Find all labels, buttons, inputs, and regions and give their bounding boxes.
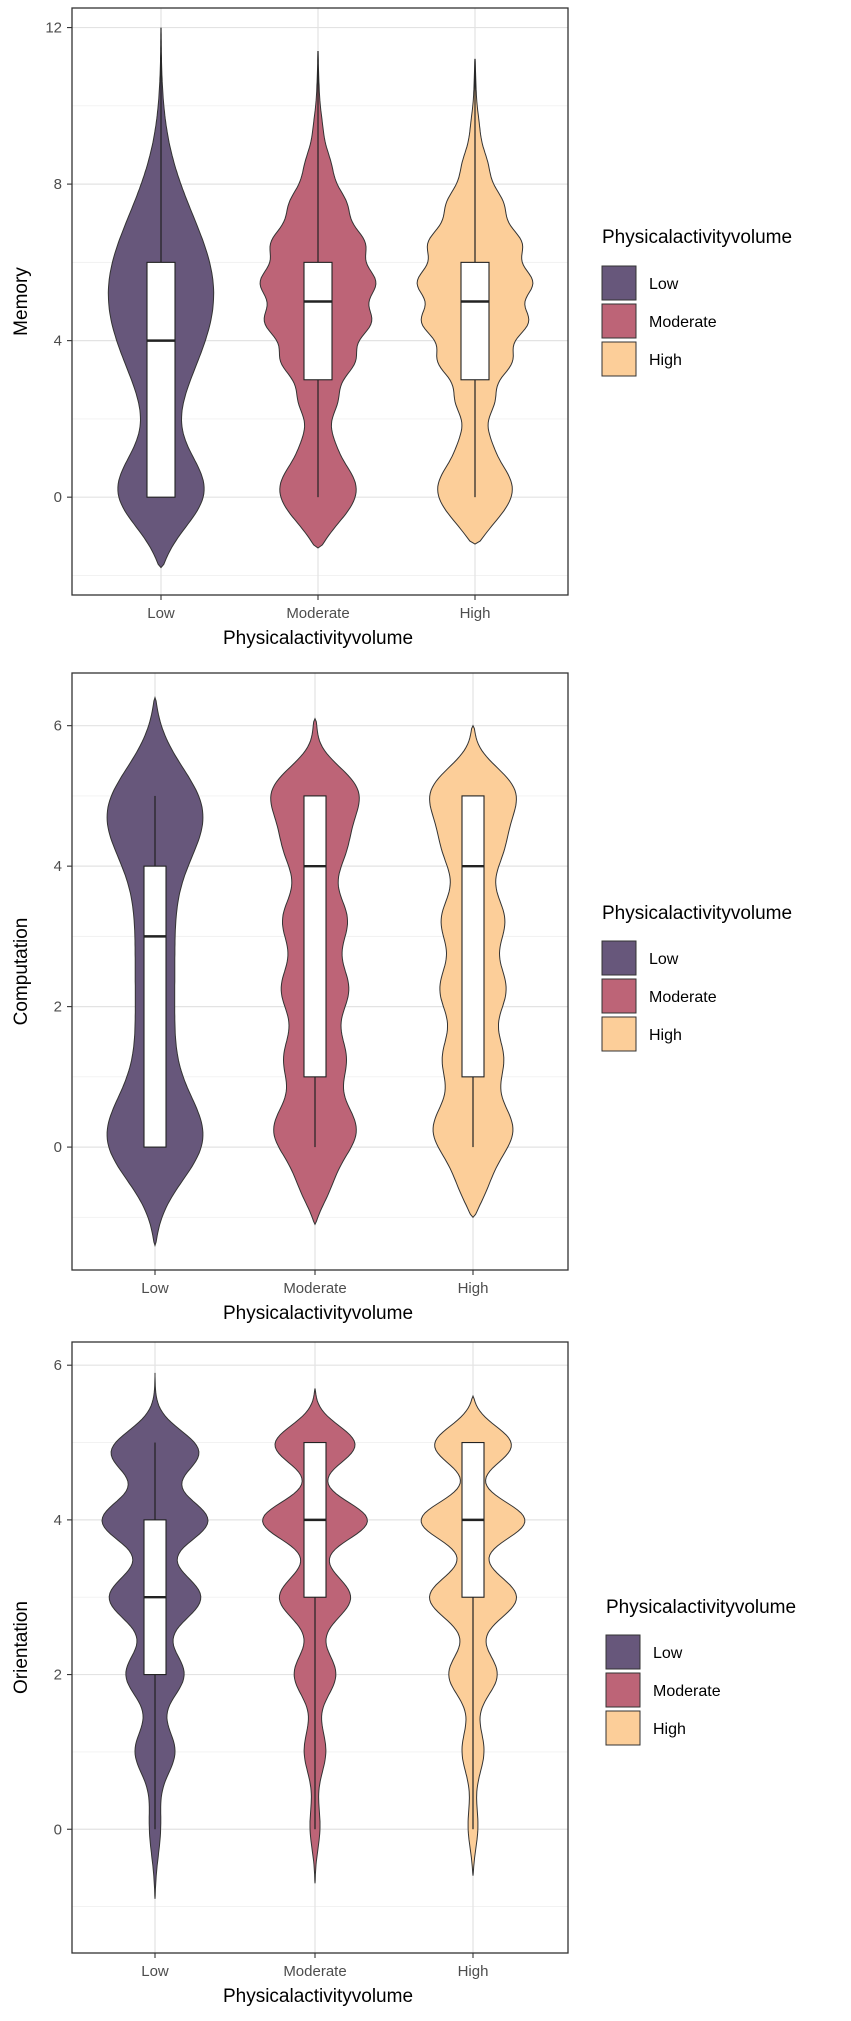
legend-label-moderate: Moderate (653, 1683, 721, 1700)
legend-label-low: Low (649, 276, 679, 293)
legend-swatch-moderate (601, 978, 637, 1014)
x-tick-label: Moderate (283, 1280, 346, 1297)
box-high (460, 261, 490, 381)
y-tick-label: 6 (54, 1357, 62, 1374)
box-low (146, 261, 176, 498)
computation-panel: 0 2 4 6 Low Moderate High Physicalactivityvolum… (0, 665, 851, 1332)
legend-swatch-high (605, 1710, 641, 1746)
legend-swatch-low (605, 1634, 641, 1670)
x-axis-title: Physicalactivityvolume (223, 1303, 413, 1324)
x-tick-label: Low (141, 1280, 169, 1297)
x-axis-title: Physicalactivityvolume (223, 1986, 413, 2007)
legend-title: Physicalactivityvolume (606, 1597, 796, 1618)
legend-label-high: High (649, 1027, 682, 1044)
legend-swatch-high (601, 341, 637, 377)
y-tick-label: 4 (54, 858, 62, 875)
memory-panel: 0 4 8 12 Low Moderate High Physicalactivityvolu… (0, 0, 851, 660)
x-tick-label: Low (141, 1963, 169, 1980)
legend-label-high: High (649, 352, 682, 369)
box-moderate (303, 261, 333, 381)
legend-swatch-low (601, 940, 637, 976)
legend-swatch-moderate (605, 1672, 641, 1708)
y-tick-label: 2 (54, 999, 62, 1016)
y-tick-label: 12 (45, 20, 62, 37)
box-moderate (303, 795, 327, 1078)
x-tick-label: High (458, 1280, 489, 1297)
y-tick-label: 4 (54, 333, 62, 350)
x-tick-label: High (460, 605, 491, 622)
y-tick-label: 2 (54, 1667, 62, 1684)
y-tick-label: 4 (54, 1512, 62, 1529)
x-tick-label: Low (147, 605, 175, 622)
orientation-panel: 0 2 4 6 Low Moderate High Physicalactivityvolum… (0, 1335, 851, 2021)
plot-border (71, 1341, 569, 1954)
legend-swatch-low (601, 265, 637, 301)
x-tick-label: Moderate (286, 605, 349, 622)
memory-violin-chart: 0 4 8 12 Low Moderate High Physicalactivityvolu… (11, 7, 792, 649)
y-axis-title: Orientation (11, 1601, 32, 1694)
box-high (461, 795, 485, 1078)
legend-title: Physicalactivityvolume (602, 227, 792, 248)
computation-violin-chart: 0 2 4 6 Low Moderate High Physicalactivityvolum… (11, 672, 792, 1324)
y-axis-title: Memory (11, 267, 32, 336)
legend-label-low: Low (649, 951, 679, 968)
y-tick-label: 0 (54, 1821, 62, 1838)
legend-label-low: Low (653, 1645, 683, 1662)
y-axis-title: Computation (11, 918, 32, 1026)
legend-swatch-high (601, 1016, 637, 1052)
y-tick-label: 8 (54, 176, 62, 193)
legend-label-high: High (653, 1721, 686, 1738)
box-low (143, 865, 167, 1148)
plot-border (71, 7, 569, 596)
plot-border (71, 672, 569, 1271)
legend-swatch-moderate (601, 303, 637, 339)
legend-label-moderate: Moderate (649, 314, 717, 331)
x-tick-label: Moderate (283, 1963, 346, 1980)
x-axis-title: Physicalactivityvolume (223, 628, 413, 649)
orientation-violin-chart: 0 2 4 6 Low Moderate High Physicalactivityvolum… (11, 1341, 796, 2007)
y-tick-label: 6 (54, 718, 62, 735)
x-tick-label: High (458, 1963, 489, 1980)
legend-title: Physicalactivityvolume (602, 903, 792, 924)
y-tick-label: 0 (54, 489, 62, 506)
legend-label-moderate: Moderate (649, 989, 717, 1006)
y-tick-label: 0 (54, 1139, 62, 1156)
